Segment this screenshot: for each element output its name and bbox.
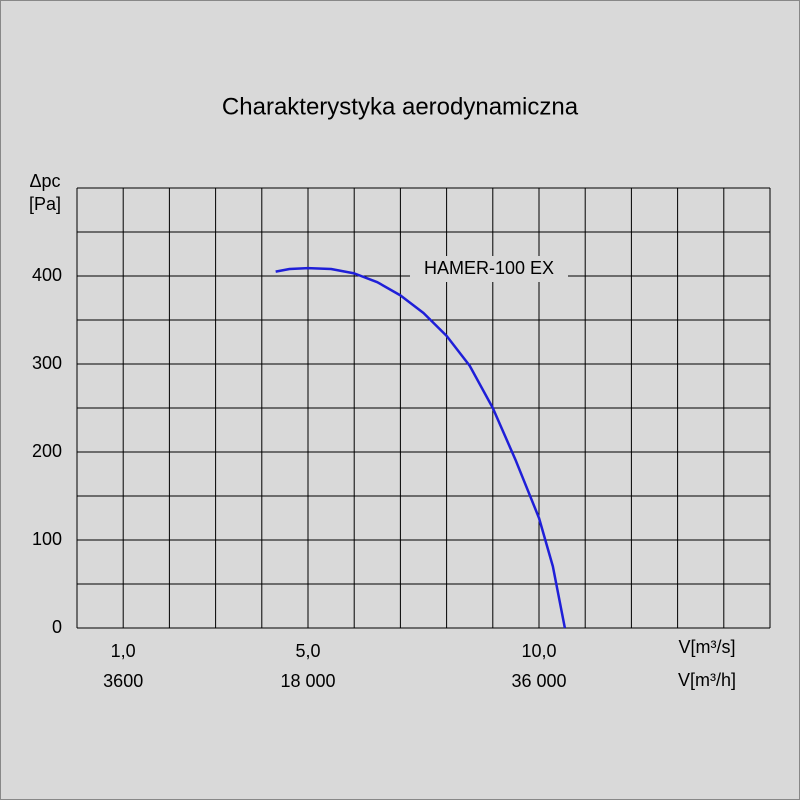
x2-axis-label: V[m³/h] xyxy=(678,670,736,690)
y-tick-label: 200 xyxy=(32,441,62,461)
y-axis-label: Δpc xyxy=(29,171,60,191)
x-tick-label: 5,0 xyxy=(295,641,320,661)
x2-tick-label: 3600 xyxy=(103,671,143,691)
y-tick-label: 0 xyxy=(52,617,62,637)
x-tick-label: 10,0 xyxy=(521,641,556,661)
x-axis-label: V[m³/s] xyxy=(679,637,736,657)
series-label: HAMER-100 EX xyxy=(424,258,554,278)
x2-tick-label: 36 000 xyxy=(511,671,566,691)
data-line xyxy=(275,266,567,629)
chart-title: Charakterystyka aerodynamiczna xyxy=(222,93,579,120)
series-label-bg xyxy=(410,256,568,282)
y-axis-label: [Pa] xyxy=(29,194,61,214)
x-tick-label: 1,0 xyxy=(111,641,136,661)
x2-tick-label: 18 000 xyxy=(280,671,335,691)
y-tick-label: 400 xyxy=(32,265,62,285)
y-tick-label: 100 xyxy=(32,529,62,549)
y-tick-label: 300 xyxy=(32,353,62,373)
